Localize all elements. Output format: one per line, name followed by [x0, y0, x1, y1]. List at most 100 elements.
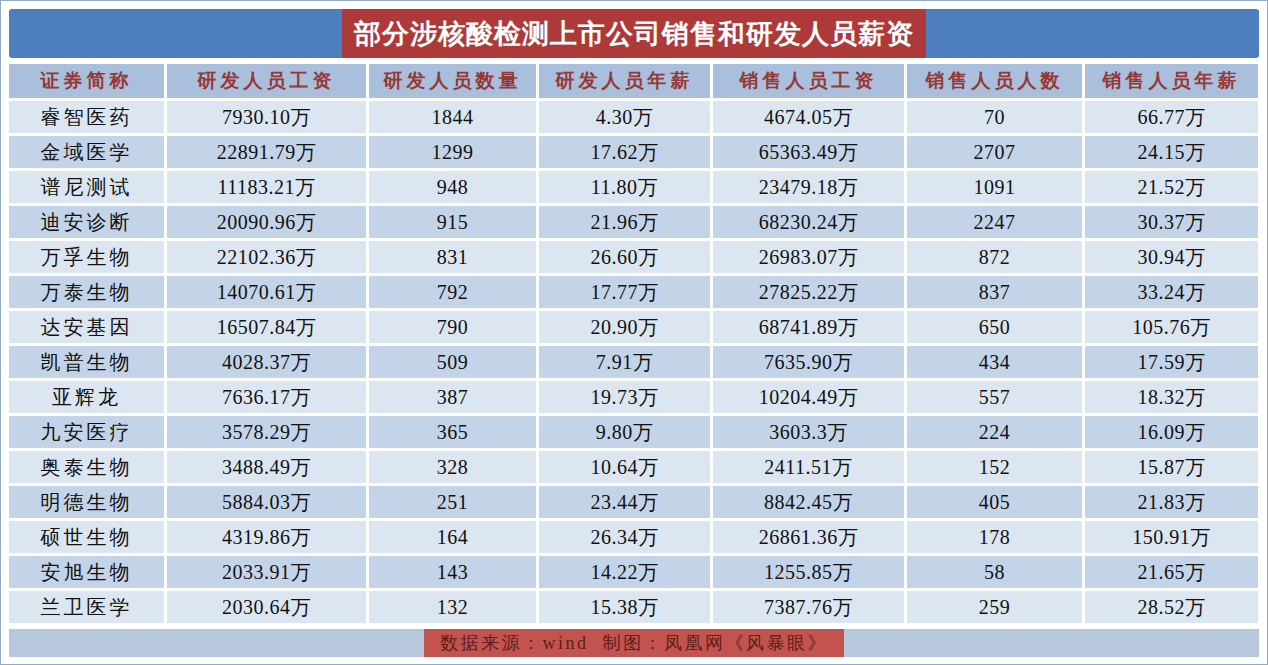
company-name: 迪安诊断	[9, 206, 164, 238]
value-cell: 132	[369, 591, 536, 623]
value-cell: 405	[907, 486, 1082, 518]
company-name: 睿智医药	[9, 101, 164, 133]
value-cell: 30.37万	[1085, 206, 1258, 238]
value-cell: 20090.96万	[167, 206, 366, 238]
column-header-4: 研发人员年薪	[539, 64, 710, 98]
title-bar: 部分涉核酸检测上市公司销售和研发人员薪资	[9, 9, 1259, 58]
value-cell: 365	[369, 416, 536, 448]
value-cell: 16507.84万	[167, 311, 366, 343]
value-cell: 7636.17万	[167, 381, 366, 413]
value-cell: 9.80万	[539, 416, 710, 448]
value-cell: 24.15万	[1085, 136, 1258, 168]
value-cell: 21.52万	[1085, 171, 1258, 203]
value-cell: 792	[369, 276, 536, 308]
column-header-7: 销售人员年薪	[1085, 64, 1258, 98]
value-cell: 2707	[907, 136, 1082, 168]
value-cell: 434	[907, 346, 1082, 378]
value-cell: 509	[369, 346, 536, 378]
value-cell: 26.60万	[539, 241, 710, 273]
column-header-6: 销售人员人数	[907, 64, 1082, 98]
company-name: 奥泰生物	[9, 451, 164, 483]
value-cell: 17.59万	[1085, 346, 1258, 378]
value-cell: 68230.24万	[713, 206, 904, 238]
value-cell: 21.83万	[1085, 486, 1258, 518]
column-header-1: 证券简称	[9, 64, 164, 98]
value-cell: 17.77万	[539, 276, 710, 308]
value-cell: 11.80万	[539, 171, 710, 203]
value-cell: 4319.86万	[167, 521, 366, 553]
company-name: 安旭生物	[9, 556, 164, 588]
value-cell: 831	[369, 241, 536, 273]
value-cell: 2247	[907, 206, 1082, 238]
company-name: 兰卫医学	[9, 591, 164, 623]
value-cell: 22102.36万	[167, 241, 366, 273]
value-cell: 14.22万	[539, 556, 710, 588]
value-cell: 8842.45万	[713, 486, 904, 518]
value-cell: 1844	[369, 101, 536, 133]
value-cell: 5884.03万	[167, 486, 366, 518]
company-name: 九安医疗	[9, 416, 164, 448]
value-cell: 1299	[369, 136, 536, 168]
value-cell: 14070.61万	[167, 276, 366, 308]
value-cell: 27825.22万	[713, 276, 904, 308]
value-cell: 387	[369, 381, 536, 413]
value-cell: 65363.49万	[713, 136, 904, 168]
value-cell: 251	[369, 486, 536, 518]
company-name: 硕世生物	[9, 521, 164, 553]
company-name: 谱尼测试	[9, 171, 164, 203]
value-cell: 328	[369, 451, 536, 483]
company-name: 金域医学	[9, 136, 164, 168]
value-cell: 152	[907, 451, 1082, 483]
value-cell: 16.09万	[1085, 416, 1258, 448]
value-cell: 3488.49万	[167, 451, 366, 483]
value-cell: 7.91万	[539, 346, 710, 378]
value-cell: 17.62万	[539, 136, 710, 168]
value-cell: 20.90万	[539, 311, 710, 343]
value-cell: 3578.29万	[167, 416, 366, 448]
value-cell: 7387.76万	[713, 591, 904, 623]
value-cell: 58	[907, 556, 1082, 588]
value-cell: 150.91万	[1085, 521, 1258, 553]
column-header-5: 销售人员工资	[713, 64, 904, 98]
company-name: 达安基因	[9, 311, 164, 343]
value-cell: 2033.91万	[167, 556, 366, 588]
data-source-note: 数据来源：wind 制图：凤凰网《风暴眼》	[424, 629, 844, 657]
value-cell: 21.96万	[539, 206, 710, 238]
page-title: 部分涉核酸检测上市公司销售和研发人员薪资	[342, 9, 926, 58]
value-cell: 68741.89万	[713, 311, 904, 343]
company-name: 凯普生物	[9, 346, 164, 378]
value-cell: 948	[369, 171, 536, 203]
value-cell: 790	[369, 311, 536, 343]
value-cell: 4028.37万	[167, 346, 366, 378]
value-cell: 66.77万	[1085, 101, 1258, 133]
salary-table: 证券简称研发人员工资研发人员数量研发人员年薪销售人员工资销售人员人数销售人员年薪…	[9, 64, 1259, 623]
company-name: 万孚生物	[9, 241, 164, 273]
value-cell: 915	[369, 206, 536, 238]
value-cell: 557	[907, 381, 1082, 413]
value-cell: 23479.18万	[713, 171, 904, 203]
value-cell: 26861.36万	[713, 521, 904, 553]
value-cell: 26983.07万	[713, 241, 904, 273]
column-header-2: 研发人员工资	[167, 64, 366, 98]
value-cell: 7635.90万	[713, 346, 904, 378]
value-cell: 178	[907, 521, 1082, 553]
value-cell: 872	[907, 241, 1082, 273]
value-cell: 18.32万	[1085, 381, 1258, 413]
infographic-page: { "title": "部分涉核酸检测上市公司销售和研发人员薪资", "foot…	[0, 0, 1268, 665]
value-cell: 105.76万	[1085, 311, 1258, 343]
value-cell: 164	[369, 521, 536, 553]
value-cell: 7930.10万	[167, 101, 366, 133]
value-cell: 21.65万	[1085, 556, 1258, 588]
footer-bar: 数据来源：wind 制图：凤凰网《风暴眼》	[9, 629, 1259, 657]
column-header-3: 研发人员数量	[369, 64, 536, 98]
value-cell: 15.38万	[539, 591, 710, 623]
value-cell: 3603.3万	[713, 416, 904, 448]
value-cell: 23.44万	[539, 486, 710, 518]
company-name: 亚辉龙	[9, 381, 164, 413]
value-cell: 4.30万	[539, 101, 710, 133]
value-cell: 19.73万	[539, 381, 710, 413]
value-cell: 15.87万	[1085, 451, 1258, 483]
value-cell: 26.34万	[539, 521, 710, 553]
company-name: 明德生物	[9, 486, 164, 518]
value-cell: 837	[907, 276, 1082, 308]
